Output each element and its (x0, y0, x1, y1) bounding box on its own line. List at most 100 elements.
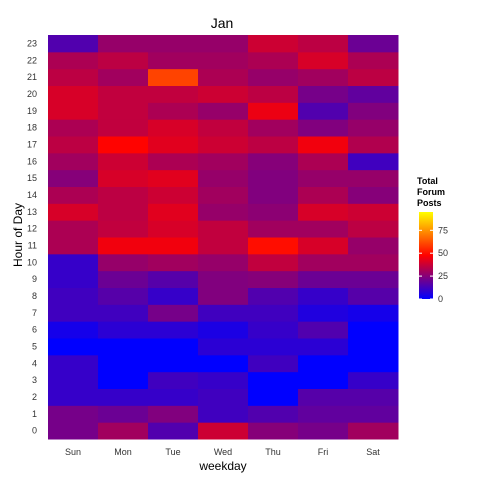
heatmap-cell (298, 354, 349, 373)
heatmap-cell (348, 35, 399, 53)
legend-ticks: 0 25 50 75 (419, 225, 448, 304)
heatmap-cell (98, 287, 149, 305)
heatmap-cell (148, 371, 199, 389)
heatmap-cell (148, 354, 199, 373)
heatmap-cell (348, 422, 399, 440)
heatmap-cell (148, 270, 199, 288)
heatmap-cell (348, 119, 399, 137)
heatmap-cell (348, 68, 399, 86)
heatmap-cell (348, 220, 399, 238)
heatmap-cell (298, 102, 349, 120)
heatmap-cell (198, 85, 249, 103)
heatmap-cell (248, 186, 299, 204)
heatmap-cell (98, 321, 149, 339)
y-tick-label: 5 (32, 341, 37, 351)
heatmap-cell (98, 270, 149, 288)
heatmap-cell (248, 85, 299, 103)
heatmap-cell (248, 304, 299, 322)
heatmap-cell (148, 102, 199, 120)
heatmap-cell (348, 354, 399, 373)
heatmap-cell (348, 253, 399, 272)
heatmap-cell (198, 253, 249, 272)
heatmap-cell (298, 253, 349, 272)
legend-tick-label: 0 (438, 294, 443, 304)
heatmap-cell (48, 119, 99, 137)
y-tick-label: 11 (28, 240, 37, 250)
heatmap-cell (48, 203, 99, 221)
y-tick-label: 7 (32, 308, 37, 318)
heatmap-cell (148, 85, 199, 103)
heatmap-cell (348, 270, 399, 288)
heatmap-cell (348, 338, 399, 356)
heatmap-cell (348, 371, 399, 389)
legend-colorbar (419, 212, 433, 299)
y-tick-label: 21 (27, 72, 37, 82)
heatmap-cell (198, 51, 249, 70)
heatmap-cell (48, 304, 99, 322)
x-tick-label: Sat (366, 447, 380, 457)
y-tick-label: 2 (32, 392, 37, 402)
y-tick-label: 0 (32, 426, 37, 436)
heatmap-cell (48, 169, 99, 187)
heatmap-cell (148, 35, 199, 53)
legend-title-line-2: Forum (417, 187, 445, 197)
heatmap-cell (148, 287, 199, 305)
heatmap-cell (148, 253, 199, 272)
heatmap-cell (298, 304, 349, 322)
y-tick-label: 9 (32, 274, 37, 284)
heatmap-cell (198, 136, 249, 154)
heatmap-cell (48, 388, 99, 406)
heatmap-cell (98, 102, 149, 120)
heatmap-cell (98, 186, 149, 204)
heatmap-cell (98, 68, 149, 86)
heatmap-cell (98, 220, 149, 238)
heatmap-cell (298, 68, 349, 86)
heatmap-cell (348, 304, 399, 322)
y-tick-label: 20 (27, 89, 37, 99)
heatmap-cell (298, 136, 349, 154)
y-tick-label: 10 (27, 257, 37, 267)
heatmap-cell (348, 186, 399, 204)
heatmap-cell (298, 220, 349, 238)
heatmap-cell (148, 68, 199, 86)
heatmap-cell (48, 287, 99, 305)
heatmap-cell (48, 237, 99, 255)
heatmap-cell (198, 304, 249, 322)
heatmap-cell (298, 287, 349, 305)
heatmap-cell (198, 203, 249, 221)
heatmap-cell (198, 388, 249, 406)
heatmap-cell (348, 152, 399, 171)
color-legend: Total Forum Posts 0 25 50 75 (417, 176, 448, 304)
heatmap-cell (348, 136, 399, 154)
heatmap-cell (248, 119, 299, 137)
heatmap-cell (198, 152, 249, 171)
heatmap-cell (148, 338, 199, 356)
heatmap-cell (148, 51, 199, 70)
x-tick-label: Fri (318, 447, 329, 457)
heatmap-cell (348, 169, 399, 187)
heatmap-cell (148, 220, 199, 238)
heatmap-cell (98, 371, 149, 389)
heatmap-cell (248, 388, 299, 406)
legend-tick-label: 50 (438, 248, 448, 258)
y-tick-label: 19 (27, 106, 37, 116)
heatmap-cell (298, 51, 349, 70)
heatmap-cell (248, 422, 299, 440)
heatmap-cell (298, 186, 349, 204)
heatmap-cell (48, 270, 99, 288)
heatmap-cell (248, 102, 299, 120)
y-tick-label: 13 (27, 207, 37, 217)
heatmap-cell (48, 152, 99, 171)
heatmap-cell (48, 102, 99, 120)
chart-title: Jan (211, 15, 234, 31)
heatmap-cell (48, 68, 99, 86)
heatmap-cell (198, 270, 249, 288)
heatmap-cell (198, 287, 249, 305)
heatmap-cell (48, 354, 99, 373)
heatmap-cell (48, 85, 99, 103)
y-tick-label: 18 (27, 123, 37, 133)
heatmap-cell (98, 422, 149, 440)
legend-title-line-1: Total (417, 176, 438, 186)
x-axis-title: weekday (198, 459, 246, 473)
heatmap-cell (98, 354, 149, 373)
